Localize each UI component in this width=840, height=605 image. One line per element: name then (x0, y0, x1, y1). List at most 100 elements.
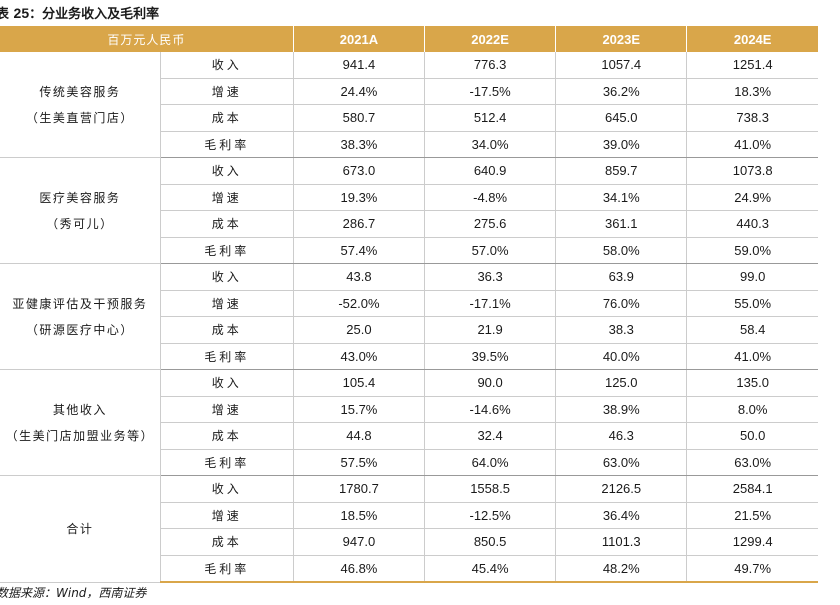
value-cell: 63.0% (686, 449, 818, 476)
metric-label: 收入 (159, 369, 294, 397)
segment-name: 合计 (66, 521, 94, 536)
value-cell: 57.0% (424, 237, 556, 264)
value-cell: 125.0 (555, 369, 687, 397)
value-cell: 1057.4 (555, 52, 687, 79)
header-year: 2023E (555, 26, 687, 52)
metric-label: 毛利率 (159, 449, 294, 476)
value-cell: 38.9% (555, 396, 687, 423)
value-cell: 36.2% (555, 78, 687, 105)
value-cell: 64.0% (424, 449, 556, 476)
value-cell: 24.4% (292, 78, 425, 105)
value-cell: 776.3 (424, 52, 556, 79)
value-cell: 1073.8 (686, 157, 818, 185)
segment-name: 医疗美容服务 (39, 190, 121, 205)
value-cell: 8.0% (686, 396, 818, 423)
value-cell: 18.3% (686, 78, 818, 105)
table-title: 表 25：分业务收入及毛利率 (0, 3, 159, 23)
segment-label: 合计 (0, 475, 161, 583)
metric-label: 毛利率 (159, 237, 294, 264)
segment-label: 其他收入 （生美门店加盟业务等） (0, 369, 161, 476)
header-year: 2024E (686, 26, 818, 52)
metric-label: 毛利率 (159, 131, 294, 158)
revenue-margin-table: 百万元人民币 2021A 2022E 2023E 2024E 传统美容服务 （生美… (0, 26, 818, 583)
data-source: 数据来源：Wind，西南证券 (0, 586, 147, 600)
value-cell: 99.0 (686, 263, 818, 291)
value-cell: 63.0% (555, 449, 687, 476)
metric-label: 成本 (159, 104, 294, 132)
value-cell: -14.6% (424, 396, 556, 423)
value-cell: 34.0% (424, 131, 556, 158)
value-cell: 63.9 (555, 263, 687, 291)
segment-subtitle: （生美门店加盟业务等） (5, 428, 155, 443)
value-cell: 36.3 (424, 263, 556, 291)
table-row: 毛利率 57.5% 64.0% 63.0% 63.0% (0, 449, 818, 476)
table-body: 传统美容服务 （生美直营门店） 收入 941.4 776.3 1057.4 1251.4 增速… (0, 52, 818, 583)
value-cell: 45.4% (424, 555, 556, 583)
table-row: 成本 44.8 32.4 46.3 50.0 (0, 422, 818, 450)
title-text: ：分业务收入及毛利率 (29, 7, 160, 22)
value-cell: 2126.5 (555, 475, 687, 503)
header-year: 2022E (424, 26, 556, 52)
title-prefix: 表 (0, 7, 10, 22)
value-cell: 512.4 (424, 104, 556, 132)
value-cell: 39.5% (424, 343, 556, 370)
value-cell: 43.0% (292, 343, 425, 370)
metric-label: 收入 (159, 475, 294, 503)
table-row: 成本 947.0 850.5 1101.3 1299.4 (0, 528, 818, 556)
metric-label: 增速 (159, 184, 294, 211)
metric-label: 毛利率 (159, 555, 294, 583)
segment-subtitle: （秀可儿） (46, 216, 114, 231)
metric-label: 增速 (159, 502, 294, 529)
table-row: 成本 286.7 275.6 361.1 440.3 (0, 210, 818, 238)
value-cell: 58.0% (555, 237, 687, 264)
metric-label: 收入 (159, 157, 294, 185)
table-row: 其他收入 （生美门店加盟业务等） 收入 105.4 90.0 125.0 135.0 (0, 369, 818, 476)
metric-label: 成本 (159, 210, 294, 238)
table-row: 增速 24.4% -17.5% 36.2% 18.3% (0, 78, 818, 105)
table-row: 毛利率 46.8% 45.4% 48.2% 49.7% (0, 555, 818, 583)
value-cell: 76.0% (555, 290, 687, 317)
metric-label: 成本 (159, 422, 294, 450)
value-cell: 1780.7 (292, 475, 425, 503)
value-cell: 275.6 (424, 210, 556, 238)
value-cell: 24.9% (686, 184, 818, 211)
value-cell: 21.9 (424, 316, 556, 344)
value-cell: 135.0 (686, 369, 818, 397)
value-cell: 38.3% (292, 131, 425, 158)
value-cell: -17.1% (424, 290, 556, 317)
value-cell: 39.0% (555, 131, 687, 158)
value-cell: 440.3 (686, 210, 818, 238)
value-cell: 44.8 (292, 422, 425, 450)
metric-label: 增速 (159, 290, 294, 317)
value-cell: 673.0 (292, 157, 425, 185)
value-cell: 90.0 (424, 369, 556, 397)
value-cell: 640.9 (424, 157, 556, 185)
value-cell: 59.0% (686, 237, 818, 264)
value-cell: 55.0% (686, 290, 818, 317)
metric-label: 收入 (159, 52, 294, 79)
metric-label: 增速 (159, 396, 294, 423)
value-cell: 25.0 (292, 316, 425, 344)
value-cell: 21.5% (686, 502, 818, 529)
value-cell: -4.8% (424, 184, 556, 211)
table-row: 增速 -52.0% -17.1% 76.0% 55.0% (0, 290, 818, 317)
value-cell: 1251.4 (686, 52, 818, 79)
table-row: 增速 15.7% -14.6% 38.9% 8.0% (0, 396, 818, 423)
value-cell: 1299.4 (686, 528, 818, 556)
value-cell: -52.0% (292, 290, 425, 317)
metric-label: 毛利率 (159, 343, 294, 370)
value-cell: 32.4 (424, 422, 556, 450)
value-cell: 43.8 (292, 263, 425, 291)
value-cell: 850.5 (424, 528, 556, 556)
value-cell: 48.2% (555, 555, 687, 583)
value-cell: 41.0% (686, 343, 818, 370)
table-row: 成本 25.0 21.9 38.3 58.4 (0, 316, 818, 344)
value-cell: 18.5% (292, 502, 425, 529)
value-cell: 38.3 (555, 316, 687, 344)
value-cell: 361.1 (555, 210, 687, 238)
value-cell: 41.0% (686, 131, 818, 158)
table-row: 合计 收入 1780.7 1558.5 2126.5 2584.1 (0, 475, 818, 583)
value-cell: 57.4% (292, 237, 425, 264)
value-cell: 50.0 (686, 422, 818, 450)
table-row: 医疗美容服务 （秀可儿） 收入 673.0 640.9 859.7 1073.8 (0, 157, 818, 264)
